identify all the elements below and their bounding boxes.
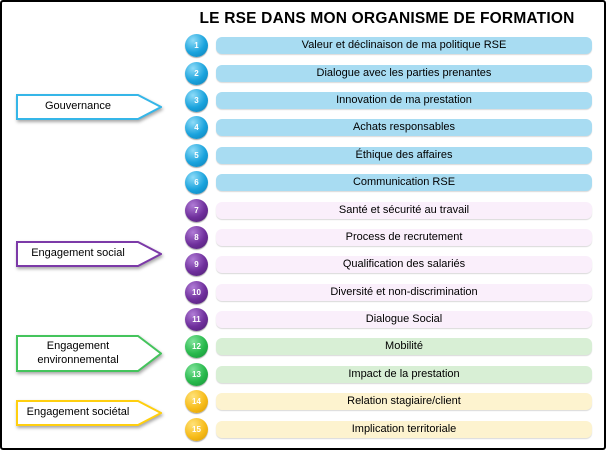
item-number-badge: 1 (185, 34, 208, 58)
item-number-badge: 7 (185, 198, 208, 222)
item-label: Implication territoriale (351, 422, 457, 435)
item-bar: Process de recrutement (216, 228, 592, 246)
item-label: Diversité et non-discrimination (330, 285, 478, 298)
item-bar: Innovation de ma prestation (216, 91, 592, 109)
item-label: Process de recrutement (345, 230, 463, 243)
rse-item-row: 7 Santé et sécurité au travail (185, 196, 592, 223)
category-label: Engagement environnemental (37, 339, 119, 366)
rse-item-row: 2 Dialogue avec les parties prenantes (185, 59, 592, 86)
category-arrow-gouvernance: Gouvernance (16, 94, 162, 120)
rse-item-row: 9 Qualification des salariés (185, 251, 592, 278)
item-number-badge: 6 (185, 171, 208, 195)
rse-item-row: 4 Achats responsables (185, 114, 592, 141)
rse-item-row: 12 Mobilité (185, 333, 592, 360)
category-label: Engagement sociétal (26, 406, 130, 419)
rse-item-row: 3 Innovation de ma prestation (185, 87, 592, 114)
item-label: Achats responsables (352, 121, 456, 134)
item-bar: Communication RSE (216, 174, 592, 192)
item-label: Impact de la prestation (348, 367, 460, 380)
arrow-shape-icon (16, 400, 162, 426)
category-label: Gouvernance (44, 100, 112, 113)
rse-item-row: 1 Valeur et déclinaison de ma politique R… (185, 32, 592, 59)
rse-items-list: 1 Valeur et déclinaison de ma politique R… (185, 32, 592, 443)
item-number-badge: 14 (185, 390, 208, 414)
item-label: Relation stagiaire/client (347, 395, 461, 408)
rse-item-row: 5 Éthique des affaires (185, 142, 592, 169)
item-bar: Qualification des salariés (216, 256, 592, 274)
page-title: LE RSE DANS MON ORGANISME DE FORMATION (199, 10, 575, 27)
rse-item-row: 10 Diversité et non-discrimination (185, 279, 592, 306)
item-bar: Impact de la prestation (216, 365, 592, 383)
rse-item-row: 11 Dialogue Social (185, 306, 592, 333)
item-number-badge: 8 (185, 225, 208, 249)
item-bar: Implication territoriale (216, 420, 592, 438)
rse-item-row: 8 Process de recrutement (185, 224, 592, 251)
item-number-badge: 5 (185, 143, 208, 167)
item-number-badge: 3 (185, 88, 208, 112)
rse-item-row: 6 Communication RSE (185, 169, 592, 196)
item-number-badge: 15 (185, 417, 208, 441)
item-bar: Éthique des affaires (216, 146, 592, 164)
item-label: Communication RSE (352, 176, 456, 189)
item-number-badge: 11 (185, 308, 208, 332)
category-label: Engagement social (31, 247, 125, 260)
item-number-badge: 13 (185, 362, 208, 386)
item-label: Santé et sécurité au travail (338, 203, 470, 216)
item-bar: Dialogue avec les parties prenantes (216, 64, 592, 82)
item-bar: Achats responsables (216, 119, 592, 137)
item-bar: Dialogue Social (216, 311, 592, 329)
item-label: Innovation de ma prestation (336, 93, 472, 106)
item-bar: Relation stagiaire/client (216, 393, 592, 411)
item-bar: Mobilité (216, 338, 592, 356)
category-arrow-engagement-social: Engagement social (16, 241, 162, 267)
item-label: Dialogue avec les parties prenantes (316, 66, 492, 79)
item-number-badge: 9 (185, 253, 208, 277)
item-bar: Diversité et non-discrimination (216, 283, 592, 301)
category-arrow-engagement-environnemental: Engagement environnemental (16, 335, 162, 372)
item-label: Dialogue Social (365, 313, 443, 326)
item-number-badge: 4 (185, 116, 208, 140)
category-arrow-engagement-societal: Engagement sociétal (16, 400, 162, 426)
arrow-shape-icon (16, 241, 162, 267)
item-label: Qualification des salariés (342, 258, 466, 271)
rse-item-row: 15 Implication territoriale (185, 415, 592, 442)
arrow-shape-icon (16, 94, 162, 120)
rse-item-row: 14 Relation stagiaire/client (185, 388, 592, 415)
item-label: Valeur et déclinaison de ma politique RS… (301, 39, 507, 52)
item-bar: Valeur et déclinaison de ma politique RS… (216, 37, 592, 55)
rse-item-row: 13 Impact de la prestation (185, 361, 592, 388)
item-number-badge: 2 (185, 61, 208, 85)
arrow-shape-icon (16, 335, 162, 372)
item-label: Mobilité (385, 340, 423, 353)
item-number-badge: 10 (185, 280, 208, 304)
item-label: Éthique des affaires (355, 148, 453, 161)
item-number-badge: 12 (185, 335, 208, 359)
item-bar: Santé et sécurité au travail (216, 201, 592, 219)
